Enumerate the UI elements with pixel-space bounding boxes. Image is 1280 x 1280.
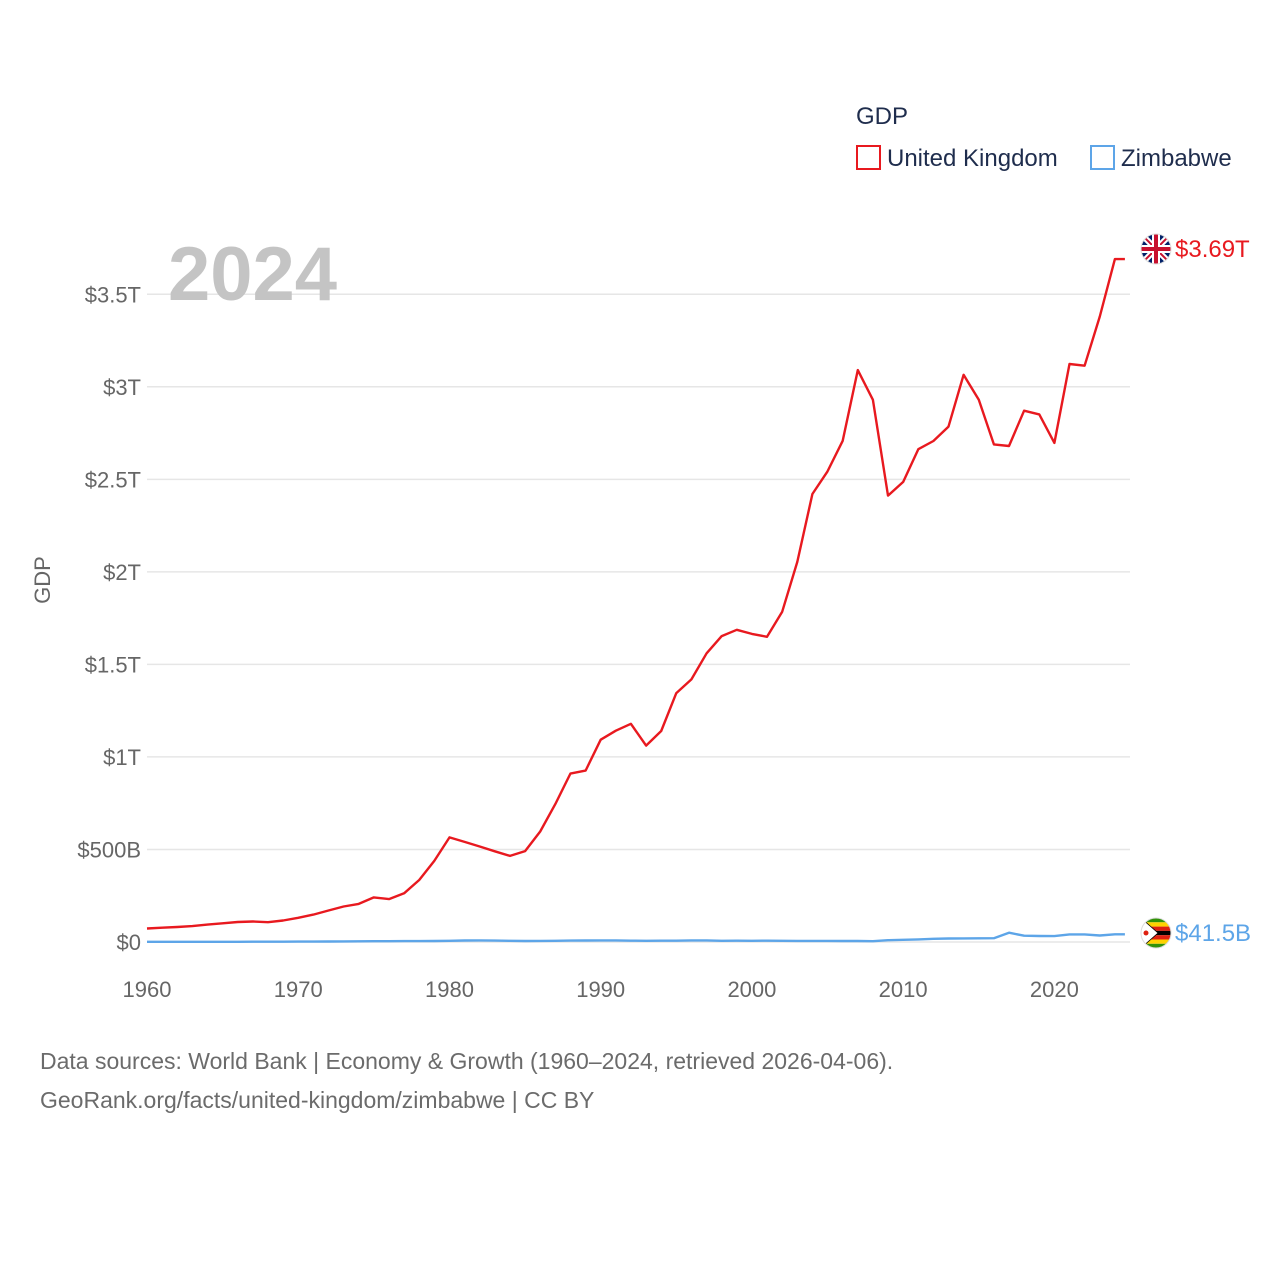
x-tick-label: 1960 bbox=[123, 977, 172, 1002]
x-axis-tick-labels: 1960 1970 1980 1990 2000 2010 2020 bbox=[123, 977, 1079, 1002]
x-tick-label: 2000 bbox=[727, 977, 776, 1002]
uk-end-value-label: $3.69T bbox=[1175, 236, 1250, 263]
series-lines bbox=[146, 257, 1125, 943]
uk-end-marker: $3.69T bbox=[1140, 233, 1250, 265]
y-tick-label: $2.5T bbox=[85, 467, 141, 492]
source-line-1: Data sources: World Bank | Economy & Gro… bbox=[40, 1048, 893, 1074]
x-tick-label: 1980 bbox=[425, 977, 474, 1002]
y-tick-label: $500B bbox=[77, 837, 141, 862]
legend-item-united-kingdom[interactable]: United Kingdom bbox=[856, 145, 1058, 172]
year-watermark: 2024 bbox=[168, 232, 337, 317]
y-tick-label: $0 bbox=[117, 930, 141, 955]
zimbabwe-flag-icon bbox=[1141, 918, 1171, 948]
legend-swatch-united-kingdom bbox=[856, 145, 881, 170]
y-tick-label: $1T bbox=[103, 745, 141, 770]
series-line-zimbabwe[interactable] bbox=[147, 931, 1125, 943]
zw-end-value-label: $41.5B bbox=[1175, 920, 1251, 947]
legend-item-zimbabwe[interactable]: Zimbabwe bbox=[1090, 145, 1232, 172]
y-tick-label: $3T bbox=[103, 375, 141, 400]
x-tick-label: 2010 bbox=[879, 977, 928, 1002]
y-axis-title: GDP bbox=[30, 556, 55, 604]
x-tick-label: 2020 bbox=[1030, 977, 1079, 1002]
legend-label-united-kingdom: United Kingdom bbox=[887, 145, 1058, 172]
zw-end-marker: $41.5B bbox=[1140, 917, 1251, 949]
series-line-united-kingdom[interactable] bbox=[146, 257, 1125, 930]
y-tick-label: $3.5T bbox=[85, 282, 141, 307]
y-tick-label: $2T bbox=[103, 560, 141, 585]
gridlines bbox=[147, 293, 1130, 943]
legend-label-zimbabwe: Zimbabwe bbox=[1121, 145, 1232, 172]
y-axis-tick-labels: $0 $500B $1T $1.5T $2T $2.5T $3T $3.5T bbox=[77, 282, 141, 955]
y-tick-label: $1.5T bbox=[85, 652, 141, 677]
legend-swatch-zimbabwe bbox=[1090, 145, 1115, 170]
source-line-2[interactable]: GeoRank.org/facts/united-kingdom/zimbabw… bbox=[40, 1087, 594, 1113]
x-tick-label: 1990 bbox=[576, 977, 625, 1002]
uk-flag-icon bbox=[1141, 234, 1171, 264]
legend-title: GDP bbox=[856, 103, 908, 130]
x-tick-label: 1970 bbox=[274, 977, 323, 1002]
